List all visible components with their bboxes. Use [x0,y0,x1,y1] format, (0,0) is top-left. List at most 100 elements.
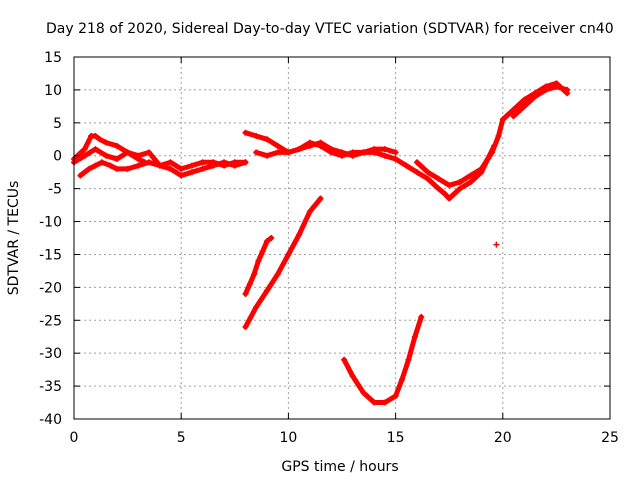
data-point [392,156,399,163]
y-tick-label: -30 [39,346,62,362]
data-point [317,139,324,146]
data-point [156,162,163,169]
data-point [167,159,174,166]
data-point [510,113,517,120]
data-point [411,333,418,340]
data-point [274,271,281,278]
data-point [405,356,412,363]
data-point [531,93,538,100]
data-point [253,304,260,311]
data-point [296,231,303,238]
series-line [71,133,148,165]
data-point [242,290,249,297]
data-point [86,165,93,172]
y-axis-label: SDTVAR / TECUs [6,181,22,296]
data-point [553,83,560,90]
data-point [178,165,185,172]
axis-ticks: 0 5 10 15 20 25 15 10 5 0 -5 -10 -15 -20 -25 -30 -35 -40 [39,50,619,446]
data-point [371,399,378,406]
data-point [456,179,463,186]
data-point [253,132,260,139]
y-tick-label: -35 [39,379,62,395]
data-point [414,159,421,166]
series-arc-4 [242,129,498,202]
data-point [242,323,249,330]
data-point [306,142,313,149]
data-point [113,142,120,149]
y-tick-label: 0 [53,149,62,165]
data-point [113,156,120,163]
data-point [178,172,185,179]
data-point [349,373,356,380]
data-point [124,149,131,156]
y-tick-label: 10 [44,83,62,99]
data-point [317,195,324,202]
data-point [285,251,292,258]
data-point [435,175,442,182]
data-point [268,235,275,241]
series-arc-5 [253,139,399,159]
data-point [418,313,425,320]
data-point [499,116,506,123]
data-point [296,146,303,153]
data-point [446,182,453,189]
data-point [242,129,249,136]
data-point [92,132,99,139]
data-point [135,156,142,163]
series-line [341,314,424,405]
data-point [360,389,367,396]
data-point [467,172,474,179]
data-point [188,169,195,176]
data-point [199,165,206,172]
data-point [253,149,260,156]
data-point [392,149,399,156]
data-point [392,392,399,399]
data-point [167,165,174,172]
data-point [103,152,110,159]
y-tick-label: -40 [39,412,62,428]
x-tick-label: 5 [177,430,186,446]
series-line [243,196,324,330]
data-point [521,103,528,110]
data-point [399,376,406,383]
data-point [489,149,496,156]
data-point [285,149,292,156]
data-point [542,86,549,93]
x-tick-label: 20 [494,430,512,446]
data-point [242,159,249,166]
series-arc-7 [510,83,571,120]
data-point [92,146,99,153]
data-marks [71,80,571,406]
y-tick-label: -25 [39,313,62,329]
y-tick-label: 15 [44,50,62,66]
data-point [403,162,410,169]
data-point [210,162,217,169]
data-point [96,136,103,143]
data-point [263,136,270,143]
data-point [360,149,367,156]
data-point [199,159,206,166]
data-point [493,241,500,248]
data-point [98,159,105,166]
data-point [146,149,153,156]
data-point [510,106,517,113]
data-point [381,146,388,153]
data-point [328,146,335,153]
x-axis-label: GPS time / hours [281,459,398,475]
data-point [77,172,84,179]
data-point [495,132,502,139]
series-outlier [493,241,500,248]
data-point [141,159,148,166]
data-point [521,96,528,103]
data-point [107,162,114,169]
data-point [81,152,88,159]
data-point [381,152,388,159]
data-point [124,165,131,172]
series-line [414,80,570,188]
data-point [259,248,266,255]
y-tick-label: 5 [53,116,62,132]
data-point [371,146,378,153]
data-point [467,179,474,186]
data-point [263,287,270,294]
data-point [381,399,388,406]
